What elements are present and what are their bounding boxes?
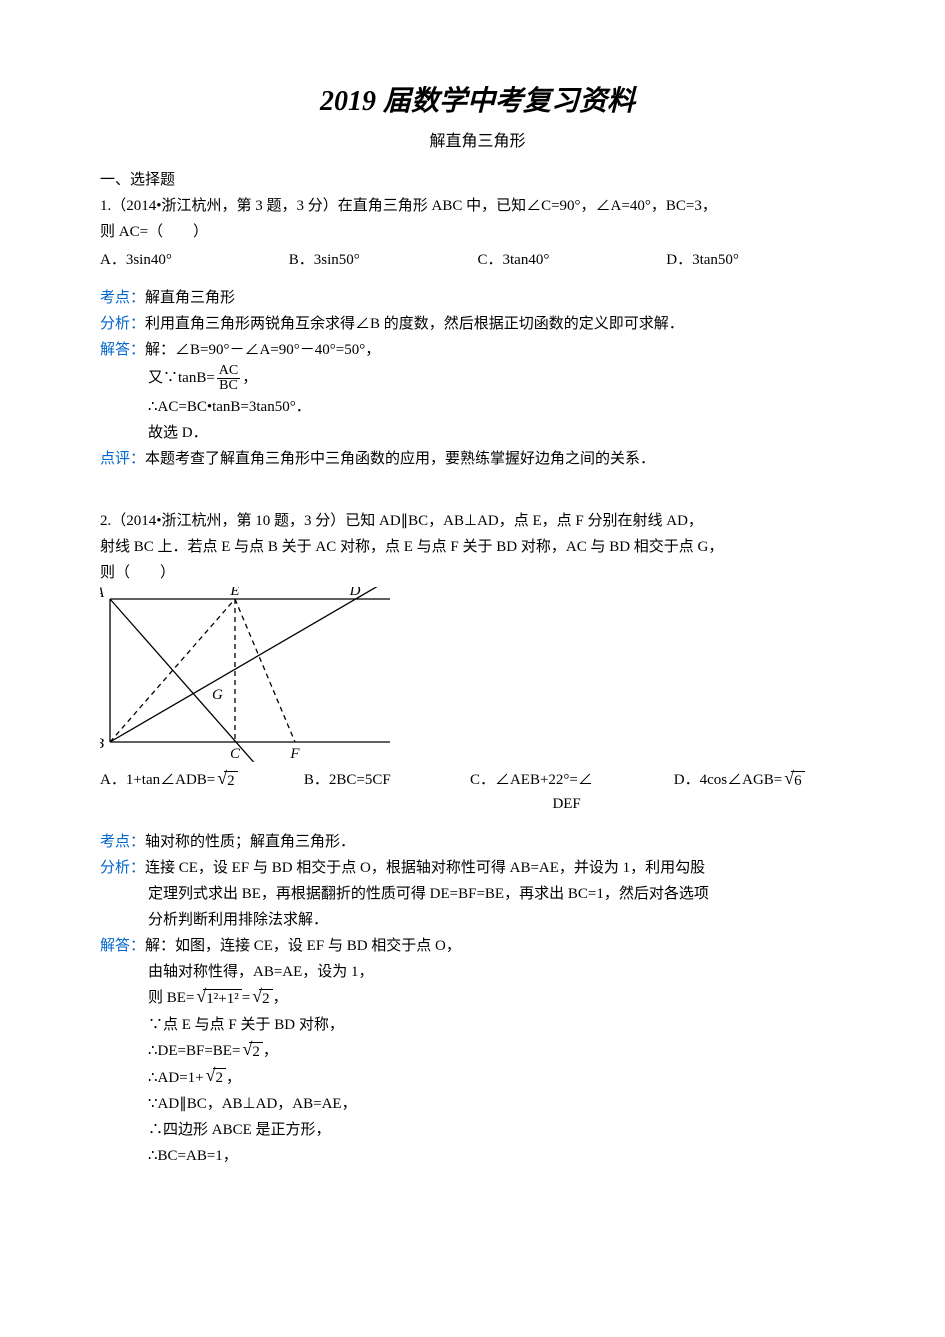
- q2-jieda-l7: ∵AD∥BC，AB⊥AD，AB=AE，: [100, 1092, 855, 1116]
- q2-kaodian: 考点：轴对称的性质；解直角三角形．: [100, 830, 855, 854]
- kaodian-label: 考点：: [100, 290, 145, 306]
- fenxi-label: 分析：: [100, 860, 145, 876]
- radical-icon: √2: [215, 769, 237, 793]
- radical-icon: √2: [250, 987, 272, 1011]
- frac-num: AC: [217, 364, 240, 379]
- q1-jieda-line1: 解答：解：∠B=90°－∠A=90°－40°=50°，: [100, 338, 855, 362]
- optA-rad: 2: [224, 771, 238, 790]
- q1-option-a: A．3sin40°: [100, 248, 289, 272]
- dianping-label: 点评：: [100, 451, 145, 467]
- q1-jieda-line4: 故选 D．: [100, 421, 855, 445]
- radical-icon: √6: [782, 769, 804, 793]
- q2-stem-line3: 则（ ）: [100, 561, 855, 585]
- svg-text:C: C: [230, 746, 241, 762]
- j6-post: ，: [226, 1070, 241, 1086]
- q2-diagram: A E D B C F G: [100, 587, 855, 762]
- jieda-text1: 解：∠B=90°－∠A=90°－40°=50°，: [145, 342, 380, 358]
- j5-post: ，: [263, 1043, 278, 1059]
- j3-post: ，: [273, 990, 288, 1006]
- q1-option-d: D．3tan50°: [666, 248, 855, 272]
- radical-icon: √1²+1²: [194, 987, 241, 1011]
- q2-jieda-l1: 解答：解：如图，连接 CE，设 EF 与 BD 相交于点 O，: [100, 934, 855, 958]
- q2-jieda-l8: ∴四边形 ABCE 是正方形，: [100, 1118, 855, 1142]
- q2-jieda-l4: ∵点 E 与点 F 关于 BD 对称，: [100, 1013, 855, 1037]
- svg-text:B: B: [100, 736, 104, 752]
- q2-option-b: B．2BC=5CF: [304, 768, 470, 816]
- document-page: 2019 届数学中考复习资料 解直角三角形 一、选择题 1.（2014•浙江杭州…: [0, 0, 945, 1230]
- spacer: [100, 473, 855, 507]
- geometry-figure: A E D B C F G: [100, 587, 400, 762]
- jieda-text: 解：如图，连接 CE，设 EF 与 BD 相交于点 O，: [145, 938, 461, 954]
- j3-mid: =: [242, 990, 250, 1006]
- kaodian-label: 考点：: [100, 834, 145, 850]
- svg-text:A: A: [100, 587, 105, 601]
- fenxi-label: 分析：: [100, 316, 145, 332]
- kaodian-text: 解直角三角形: [145, 290, 235, 306]
- optC-l2: DEF: [470, 796, 581, 812]
- svg-text:D: D: [349, 587, 361, 599]
- frac-den: BC: [217, 379, 240, 393]
- j5-rad: 2: [249, 1042, 263, 1061]
- j3-rad2: 2: [259, 989, 273, 1008]
- q2-option-c: C．∠AEB+22°=∠ DEF: [470, 768, 674, 816]
- optD-pre: D．4cos∠AGB=: [674, 772, 782, 788]
- q1-dianping: 点评：本题考查了解直角三角形中三角函数的应用，要熟练掌握好边角之间的关系．: [100, 447, 855, 471]
- radical-icon: √2: [204, 1066, 226, 1090]
- q2-option-a: A．1+tan∠ADB=√2: [100, 768, 304, 816]
- q2-jieda-l6: ∴AD=1+√2，: [100, 1066, 855, 1091]
- fenxi-text: 利用直角三角形两锐角互余求得∠B 的度数，然后根据正切函数的定义即可求解．: [145, 316, 684, 332]
- q1-option-b: B．3sin50°: [289, 248, 478, 272]
- jieda-label: 解答：: [100, 938, 145, 954]
- q1-kaodian: 考点：解直角三角形: [100, 286, 855, 310]
- j5-pre: ∴DE=BF=BE=: [148, 1043, 240, 1059]
- q1-stem-line2: 则 AC=（ ）: [100, 220, 855, 244]
- svg-text:F: F: [289, 746, 300, 762]
- q2-options-row: A．1+tan∠ADB=√2 B．2BC=5CF C．∠AEB+22°=∠ DE…: [100, 768, 855, 816]
- q1-jieda-line3: ∴AC=BC•tanB=3tan50°．: [100, 395, 855, 419]
- q2-fenxi-l1: 分析：连接 CE，设 EF 与 BD 相交于点 O，根据轴对称性可得 AB=AE…: [100, 856, 855, 880]
- optA-pre: A．1+tan∠ADB=: [100, 772, 215, 788]
- q1-fenxi: 分析：利用直角三角形两锐角互余求得∠B 的度数，然后根据正切函数的定义即可求解．: [100, 312, 855, 336]
- fraction-ac-bc: ACBC: [217, 364, 240, 393]
- dianping-text: 本题考查了解直角三角形中三角函数的应用，要熟练掌握好边角之间的关系．: [145, 451, 655, 467]
- subtitle: 解直角三角形: [100, 129, 855, 155]
- j6-rad: 2: [213, 1068, 227, 1087]
- svg-text:G: G: [212, 687, 223, 703]
- q2-jieda-l3: 则 BE=√1²+1²=√2，: [100, 986, 855, 1011]
- radical-icon: √2: [240, 1040, 262, 1064]
- q2-jieda-l5: ∴DE=BF=BE=√2，: [100, 1039, 855, 1064]
- section-heading: 一、选择题: [100, 168, 855, 192]
- q2-option-d: D．4cos∠AGB=√6: [674, 768, 855, 816]
- j3-pre: 则 BE=: [148, 990, 194, 1006]
- j3-rad1: 1²+1²: [203, 989, 241, 1008]
- q2-jieda-l9: ∴BC=AB=1，: [100, 1144, 855, 1168]
- kaodian-text: 轴对称的性质；解直角三角形．: [145, 834, 355, 850]
- q1-jieda-line2: 又∵tanB=ACBC，: [100, 364, 855, 393]
- jieda-l2-pre: 又∵tanB=: [148, 370, 215, 386]
- q1-options-row: A．3sin40° B．3sin50° C．3tan40° D．3tan50°: [100, 248, 855, 272]
- q2-stem-line2: 射线 BC 上．若点 E 与点 B 关于 AC 对称，点 E 与点 F 关于 B…: [100, 535, 855, 559]
- q2-stem-line1: 2.（2014•浙江杭州，第 10 题，3 分）已知 AD∥BC，AB⊥AD，点…: [100, 509, 855, 533]
- optD-rad: 6: [791, 771, 805, 790]
- q1-stem-line1: 1.（2014•浙江杭州，第 3 题，3 分）在直角三角形 ABC 中，已知∠C…: [100, 194, 855, 218]
- optC-l1: C．∠AEB+22°=∠: [470, 772, 593, 788]
- j6-pre: ∴AD=1+: [148, 1070, 204, 1086]
- svg-text:E: E: [229, 587, 239, 599]
- q2-fenxi-l2: 定理列式求出 BE，再根据翻折的性质可得 DE=BF=BE，再求出 BC=1，然…: [100, 882, 855, 906]
- q2-jieda-l2: 由轴对称性得，AB=AE，设为 1，: [100, 960, 855, 984]
- jieda-label: 解答：: [100, 342, 145, 358]
- fenxi-text: 连接 CE，设 EF 与 BD 相交于点 O，根据轴对称性可得 AB=AE，并设…: [145, 860, 705, 876]
- q1-option-c: C．3tan40°: [478, 248, 667, 272]
- q2-fenxi-l3: 分析判断利用排除法求解．: [100, 908, 855, 932]
- main-title: 2019 届数学中考复习资料: [100, 80, 855, 125]
- jieda-l2-post: ，: [242, 370, 257, 386]
